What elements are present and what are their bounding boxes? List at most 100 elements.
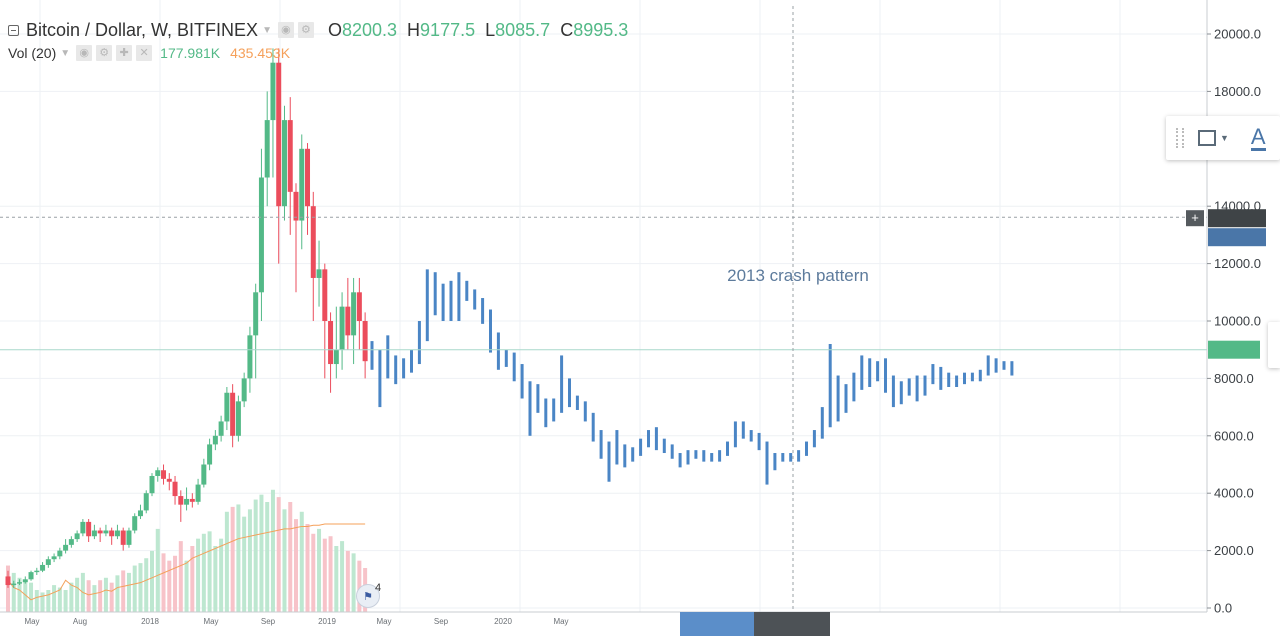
- volume-bar: [98, 580, 103, 612]
- eye-icon[interactable]: ◉: [277, 22, 294, 38]
- volume-bar: [155, 528, 160, 612]
- candle-body: [281, 120, 287, 207]
- y-tick-label: 10000.0: [1214, 314, 1261, 329]
- ohlc-close-key: C: [560, 19, 574, 40]
- volume-bar: [63, 590, 68, 612]
- gear-icon[interactable]: ⚙: [297, 22, 314, 38]
- volume-bar: [322, 538, 327, 612]
- volume-bar: [167, 560, 172, 612]
- x-tick-label: 2019: [318, 617, 336, 626]
- candle-body: [166, 478, 172, 482]
- volume-bar: [138, 563, 143, 612]
- volume-bar: [253, 499, 258, 612]
- candle-body: [109, 530, 115, 537]
- last-price-label: [1208, 340, 1260, 359]
- x-tick-label: Aug: [73, 617, 87, 626]
- volume-bar: [103, 577, 108, 612]
- candle-body: [333, 349, 339, 365]
- volume-bar: [109, 582, 114, 612]
- right-panel-handle[interactable]: [1268, 322, 1280, 368]
- volume-bar: [132, 565, 137, 612]
- x-tick-label: 2018: [141, 617, 159, 626]
- volume-bar: [11, 572, 16, 612]
- drawing-toolbar: ▼ A: [1166, 116, 1280, 160]
- gear-icon[interactable]: ⚙: [96, 45, 113, 61]
- candle-body: [184, 498, 190, 505]
- volume-bar: [126, 572, 131, 612]
- ohlc-low-value: 8085.7: [495, 19, 551, 40]
- candle-body: [22, 579, 28, 583]
- volume-bar: [265, 502, 270, 612]
- volume-bar: [334, 546, 339, 612]
- volume-bar: [247, 509, 252, 612]
- volume-bar: [6, 565, 10, 612]
- candle-body: [91, 530, 97, 537]
- volume-bar: [190, 546, 195, 612]
- rectangle-icon[interactable]: [1198, 130, 1216, 146]
- candle-body: [51, 556, 57, 560]
- volume-bar: [23, 580, 28, 612]
- x-tick-label: May: [376, 617, 391, 626]
- candle-body: [86, 521, 92, 537]
- volume-bar: [230, 506, 235, 612]
- candle-body: [137, 510, 143, 517]
- volume-menu-caret-icon[interactable]: ▼: [60, 47, 71, 59]
- symbol-title[interactable]: Bitcoin / Dollar, W, BITFINEX: [26, 19, 259, 40]
- ohlc-open-value: 8200.3: [341, 19, 398, 40]
- candle-body: [276, 62, 282, 207]
- chevron-down-icon[interactable]: ▼: [1220, 133, 1229, 143]
- volume-bar: [46, 590, 51, 612]
- plus-icon[interactable]: ✚: [116, 45, 133, 61]
- volume-bar: [150, 550, 154, 612]
- y-tick-label: 4000.0: [1214, 486, 1254, 501]
- candle-body: [5, 576, 11, 586]
- candle-body: [328, 321, 334, 365]
- collapse-toggle-icon[interactable]: [8, 24, 19, 36]
- candle-body: [253, 292, 259, 336]
- volume-bar: [213, 546, 218, 612]
- candle-body: [212, 435, 218, 445]
- candle-body: [230, 392, 236, 436]
- volume-bar: [57, 587, 62, 612]
- x-tick-label: May: [24, 617, 39, 626]
- volume-bar: [288, 502, 293, 612]
- y-tick-label: 8000.0: [1214, 371, 1254, 386]
- drag-handle-icon[interactable]: [1176, 128, 1184, 148]
- volume-bar: [178, 541, 183, 612]
- candle-body: [258, 177, 264, 293]
- volume-bar: [259, 494, 264, 612]
- candle-body: [270, 62, 276, 121]
- volume-bar: [236, 504, 241, 612]
- candle-body: [345, 306, 351, 336]
- symbol-menu-caret-icon[interactable]: ▼: [262, 24, 272, 36]
- eye-icon[interactable]: ◉: [76, 45, 93, 61]
- y-tick-label: 6000.0: [1214, 428, 1254, 443]
- y-tick-label: 20000.0: [1214, 27, 1261, 42]
- volume-bar: [52, 585, 57, 612]
- volume-bar: [69, 582, 74, 612]
- crosshair-plus-glyph: +: [1191, 210, 1199, 225]
- candle-body: [63, 544, 69, 551]
- volume-bar: [184, 560, 189, 612]
- volume-ma-line: [7, 523, 366, 601]
- volume-bar: [345, 550, 350, 612]
- x-tick-label: Sep: [261, 617, 276, 626]
- volume-bar: [201, 533, 206, 612]
- candle-body: [247, 335, 253, 379]
- close-icon[interactable]: ✕: [136, 45, 153, 61]
- volume-bar: [115, 575, 120, 612]
- candle-body: [80, 521, 86, 534]
- event-count-badge: 4: [375, 582, 382, 594]
- candle-body: [68, 539, 74, 545]
- volume-bar: [144, 558, 149, 612]
- volume-bar: [161, 553, 166, 612]
- volume-bar: [75, 577, 80, 612]
- volume-bar: [340, 541, 345, 612]
- flag-icon[interactable]: ⚑: [356, 584, 380, 608]
- volume-bar: [121, 570, 126, 612]
- volume-label[interactable]: Vol (20): [8, 45, 57, 61]
- text-icon[interactable]: A: [1250, 123, 1266, 151]
- crosshair-secondary-label: [1208, 228, 1266, 247]
- candle-body: [351, 292, 357, 336]
